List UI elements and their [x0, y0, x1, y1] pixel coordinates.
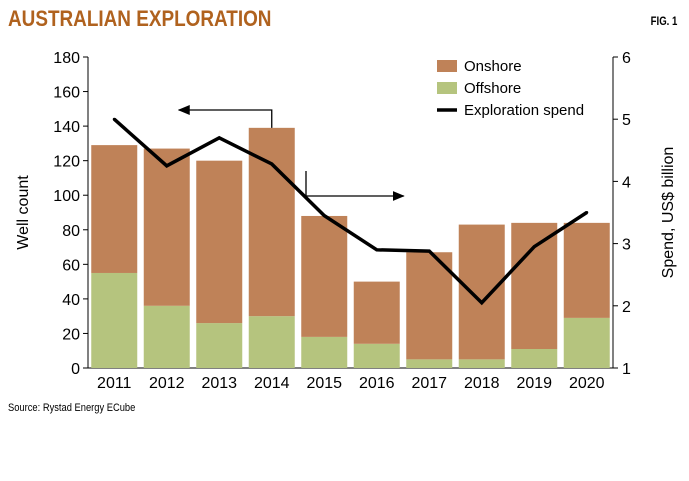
source-note: Source: Rystad Energy ECube: [8, 402, 136, 414]
left-tick-label: 160: [53, 85, 80, 102]
x-tick-label-2016: 2016: [359, 375, 395, 392]
left-tick-label: 140: [53, 119, 80, 136]
spend-point-2019: [532, 245, 536, 249]
x-tick-label-2011: 2011: [97, 375, 132, 392]
arrow-right-annotation: [305, 171, 405, 201]
bar-onshore-2019: [511, 222, 558, 349]
right-tick-label: 2: [622, 299, 631, 316]
spend-point-2016: [375, 248, 379, 252]
bar-offshore-2015: [301, 336, 348, 368]
legend-label: Onshore: [464, 58, 522, 75]
legend-swatch-offshore: [437, 82, 457, 94]
bar-onshore-2014: [248, 127, 295, 317]
arrow-left-annotation: [177, 105, 273, 128]
figure-label: FIG. 1: [650, 14, 677, 28]
spend-point-2017: [427, 249, 431, 253]
bars-group: [91, 127, 610, 368]
legend-swatch-onshore: [437, 60, 457, 72]
left-tick-label: 120: [53, 154, 80, 171]
x-tick-label-2019: 2019: [516, 375, 552, 392]
spend-point-2020: [585, 211, 589, 214]
chart-title: AUSTRALIAN EXPLORATION: [8, 6, 272, 31]
spend-point-2018: [480, 301, 484, 305]
x-tick-label-2015: 2015: [306, 375, 342, 392]
bar-onshore-2013: [196, 160, 243, 324]
bar-offshore-2016: [353, 343, 400, 368]
bar-offshore-2018: [458, 359, 505, 368]
x-tick-label-2012: 2012: [149, 375, 185, 392]
bar-offshore-2014: [248, 316, 295, 368]
left-tick-label: 80: [62, 223, 80, 240]
spend-point-2015: [322, 214, 326, 218]
legend-label: Offshore: [464, 80, 521, 97]
bar-onshore-2016: [353, 281, 400, 344]
right-tick-label: 3: [622, 237, 631, 254]
left-tick-label: 100: [53, 188, 80, 205]
left-tick-label: 20: [62, 326, 80, 343]
bar-offshore-2020: [563, 317, 610, 368]
x-tick-label-2018: 2018: [464, 375, 500, 392]
bar-offshore-2011: [91, 272, 138, 368]
right-tick-label: 5: [622, 112, 631, 129]
bar-offshore-2013: [196, 323, 243, 368]
x-tick-label-2017: 2017: [411, 375, 447, 392]
left-tick-label: 40: [62, 292, 80, 309]
y2-axis-title: Spend, US$ billion: [660, 147, 677, 279]
axes-group: 0 20 40 60 80 100 120 140 160 180 1 2 3 4 5 6 Well count…: [15, 50, 677, 392]
bar-onshore-2017: [406, 252, 453, 360]
right-tick-label: 6: [622, 50, 631, 67]
legend: Onshore Offshore Exploration spend: [437, 58, 584, 119]
left-tick-label: 180: [53, 50, 80, 67]
exploration-spend-line: [113, 117, 588, 306]
annotation-arrows: [177, 105, 405, 201]
spend-point-2013: [217, 136, 221, 140]
left-tick-label: 60: [62, 257, 80, 274]
bar-onshore-2011: [91, 145, 138, 273]
spend-point-2012: [165, 164, 169, 168]
spend-line-group: [112, 117, 589, 306]
x-tick-label-2020: 2020: [569, 375, 605, 392]
bar-offshore-2017: [406, 359, 453, 368]
left-tick-label: 0: [71, 361, 80, 378]
x-tick-label-2013: 2013: [201, 375, 237, 392]
spend-point-2011: [112, 117, 116, 121]
bar-onshore-2012: [143, 148, 190, 306]
bar-offshore-2019: [511, 348, 558, 368]
bar-onshore-2018: [458, 224, 505, 360]
legend-label: Exploration spend: [464, 102, 584, 119]
right-tick-label: 1: [622, 361, 631, 378]
bar-onshore-2015: [301, 215, 348, 337]
spend-point-2014: [270, 162, 274, 166]
y-axis-title: Well count: [15, 175, 32, 250]
bar-offshore-2012: [143, 305, 190, 368]
right-tick-label: 4: [622, 174, 631, 191]
x-tick-label-2014: 2014: [254, 375, 290, 392]
bar-onshore-2020: [563, 222, 610, 318]
